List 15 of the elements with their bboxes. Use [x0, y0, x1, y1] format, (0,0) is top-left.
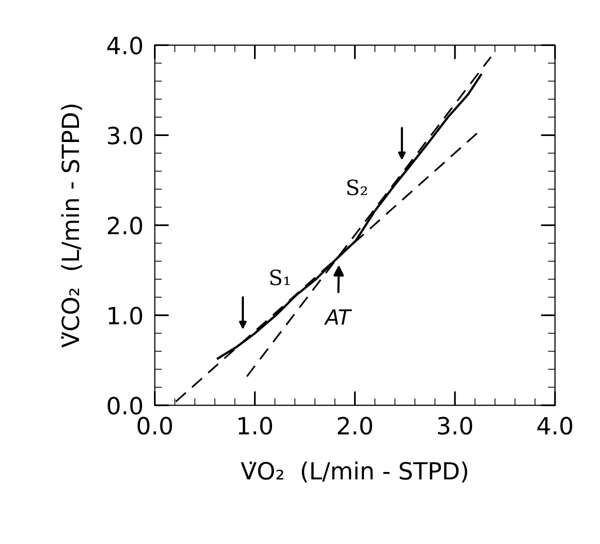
y-tick-label: 1.0	[108, 306, 142, 325]
x-tick-label: 3.0	[438, 416, 472, 435]
y-tick-label: 2.0	[108, 216, 142, 235]
y-tick-label: 4.0	[107, 36, 142, 54]
x-tick-label: 0.0	[138, 416, 172, 435]
x-tick-label: 2.0	[338, 416, 372, 435]
x-tick-label: 1.0	[238, 416, 272, 435]
annotation: S₁	[270, 270, 290, 286]
y-tick-label: 3.0	[108, 126, 142, 144]
x-tick-label: 4.0	[537, 416, 572, 435]
x-axis-title: V̇O₂ (L/min - STPD)	[240, 461, 468, 483]
annotation: AT	[324, 309, 352, 325]
annotation: S₂	[347, 179, 367, 196]
y-tick-label: 0.0	[108, 396, 142, 415]
y-axis-title: V̇CO₂ (L/min - STPD)	[61, 104, 82, 348]
